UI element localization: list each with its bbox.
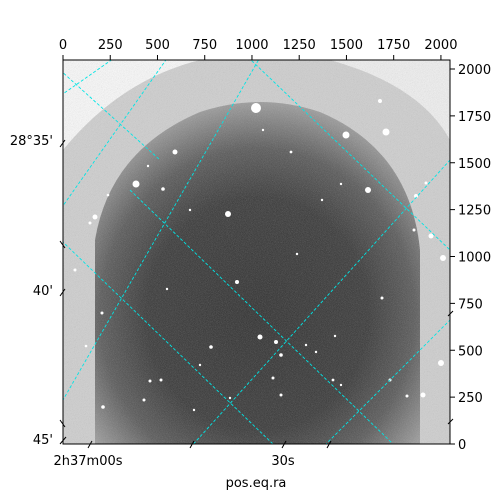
star	[279, 393, 283, 397]
star	[440, 255, 446, 261]
star	[209, 345, 213, 349]
star	[274, 340, 278, 344]
star	[146, 164, 150, 168]
star	[405, 394, 409, 398]
star	[271, 376, 275, 380]
star	[228, 396, 232, 400]
star	[73, 268, 77, 272]
star	[420, 392, 426, 398]
star	[198, 363, 202, 367]
star	[101, 405, 105, 409]
star	[438, 360, 444, 366]
plot-frame	[62, 59, 451, 445]
pixel-y-axis: 0 250 500 750 1000 1250 1500 1750 2000	[450, 63, 491, 453]
star	[251, 103, 261, 113]
x-tick-label: 1250	[283, 38, 316, 53]
y-tick-label: 1500	[458, 157, 491, 172]
dec-label-35: 28°35'	[10, 134, 53, 149]
ra-label-30s: 30s	[271, 454, 295, 469]
x-tick-label: 2000	[424, 38, 457, 53]
grid-line	[250, 60, 450, 251]
star	[132, 180, 140, 188]
y-tick-label: 250	[458, 391, 483, 406]
grid-line	[325, 319, 450, 444]
y-tick-label: 2000	[458, 63, 491, 78]
world-ticks	[59, 139, 454, 449]
grid-line	[63, 60, 260, 401]
star	[257, 334, 263, 340]
star	[378, 99, 382, 103]
star	[412, 228, 416, 232]
star	[339, 182, 343, 186]
star	[304, 343, 308, 347]
star	[88, 221, 92, 225]
x-tick-label: 1000	[235, 38, 268, 53]
star	[414, 194, 418, 198]
star	[382, 128, 390, 136]
ra-label-00s: 2h37m00s	[53, 454, 122, 469]
star	[172, 149, 178, 155]
star	[428, 233, 434, 239]
grid-line	[129, 189, 394, 444]
x-tick-label: 750	[192, 38, 217, 53]
x-tick-label: 1500	[330, 38, 363, 53]
star	[148, 379, 152, 383]
star	[165, 287, 169, 291]
star	[279, 353, 283, 357]
grid-line	[63, 241, 274, 444]
star	[380, 296, 384, 300]
star	[92, 214, 98, 220]
star	[339, 383, 343, 387]
x-tick-label: 1750	[377, 38, 410, 53]
dec-label-40: 40'	[33, 284, 53, 299]
y-tick-label: 500	[458, 344, 483, 359]
star	[331, 378, 335, 382]
star	[295, 252, 299, 256]
y-tick-label: 1750	[458, 110, 491, 125]
dec-label-45: 45'	[33, 433, 53, 448]
star	[333, 334, 337, 338]
star	[342, 131, 350, 139]
y-tick-label: 0	[458, 438, 466, 453]
x-axis-title: pos.eq.ra	[226, 476, 287, 491]
star	[314, 350, 318, 354]
x-tick-label: 0	[59, 38, 67, 53]
coordinate-grid	[63, 60, 450, 444]
star	[192, 408, 196, 412]
star	[161, 187, 165, 191]
star	[424, 181, 428, 185]
y-tick-label: 1000	[458, 251, 491, 266]
star	[225, 211, 231, 217]
y-tick-label: 750	[458, 297, 483, 312]
star	[320, 198, 324, 202]
star	[365, 187, 371, 193]
x-tick-label: 500	[145, 38, 170, 53]
grid-line	[63, 72, 161, 161]
star	[106, 193, 110, 197]
star	[235, 280, 239, 284]
pixel-x-axis: 0 250 500 750 1000 1250 1500 1750 2000	[59, 38, 457, 60]
image-panel	[63, 60, 450, 444]
star	[100, 311, 104, 315]
star-field	[73, 99, 446, 412]
star	[261, 128, 265, 132]
star	[289, 150, 293, 154]
star	[188, 208, 192, 212]
grid-line	[63, 60, 167, 207]
star	[142, 398, 146, 402]
x-tick-label: 250	[98, 38, 123, 53]
star	[84, 344, 88, 348]
y-tick-label: 1250	[458, 204, 491, 219]
grid-line	[63, 60, 113, 95]
star	[159, 378, 163, 382]
